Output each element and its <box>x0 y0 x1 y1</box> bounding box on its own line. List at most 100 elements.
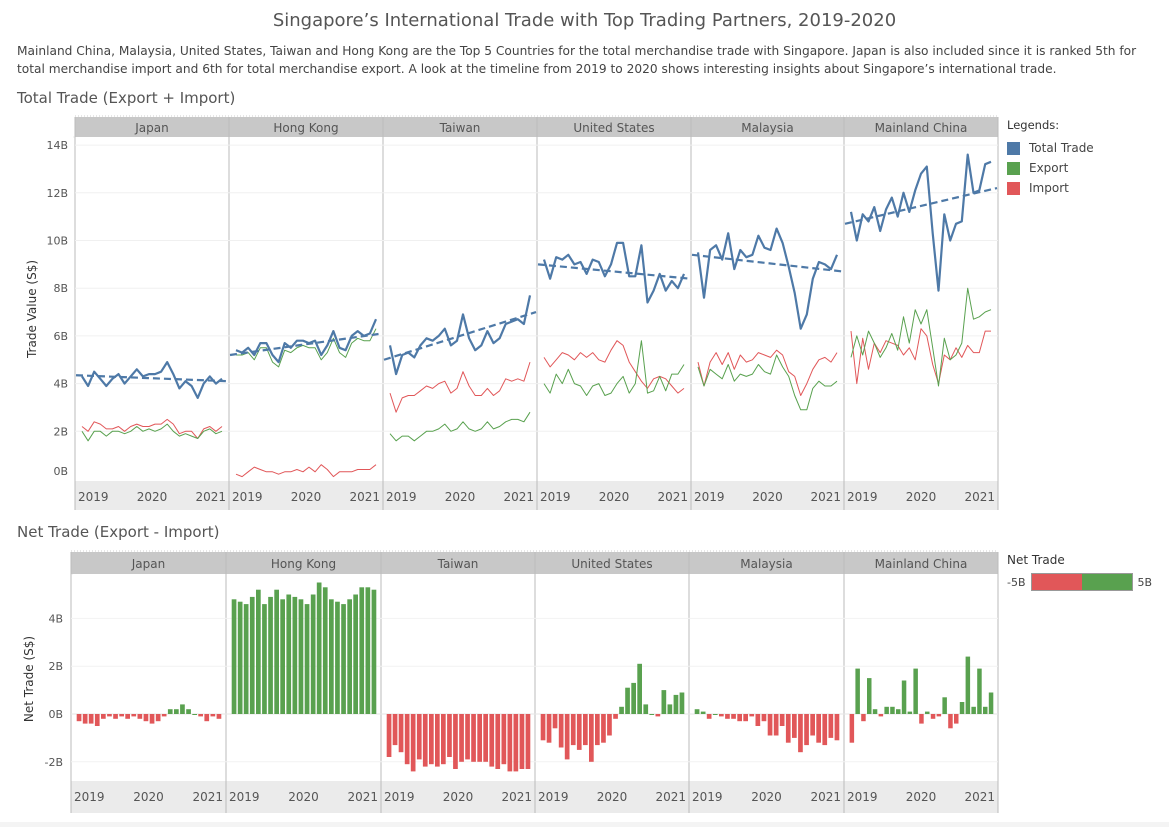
total-panel-header-label: United States <box>573 121 654 135</box>
net-trade-bar <box>216 714 222 719</box>
net-x-axis-strip <box>689 781 844 813</box>
net-trade-bar <box>131 714 137 717</box>
net-trade-bar <box>243 604 249 714</box>
net-trade-bar <box>310 594 316 714</box>
net-trade-bar <box>322 587 328 714</box>
net-trade-bar <box>861 714 866 722</box>
total-y-tick-label: 4B <box>53 378 68 391</box>
total-x-axis-strip <box>537 481 691 510</box>
net-trade-bar <box>649 714 655 715</box>
net-trade-bar <box>785 714 791 743</box>
total-x-axis-strip <box>383 481 537 510</box>
net-trade-bar <box>773 714 779 736</box>
legend-item-import[interactable]: Import <box>1007 178 1094 198</box>
net-panel-header-bg <box>381 552 535 574</box>
net-trade-bar <box>447 714 452 757</box>
net-trade-bar <box>988 692 994 714</box>
net-trade-bar <box>661 690 667 714</box>
net-trade-bar <box>779 714 785 726</box>
net-trade-bar <box>489 714 495 767</box>
net-trade-bar <box>570 714 576 746</box>
net-trade-bar <box>679 692 685 714</box>
total-x-tick-label: 2019 <box>232 490 263 504</box>
net-trade-bar <box>631 682 636 714</box>
net-trade-bar <box>971 706 976 714</box>
net-trade-bar <box>404 714 410 765</box>
net-trade-bar <box>107 714 112 717</box>
net-trade-bar <box>262 604 267 714</box>
series-line-import <box>389 361 531 413</box>
net-x-tick-label: 2019 <box>847 790 878 804</box>
net-trade-bar <box>210 714 216 717</box>
net-trade-bar <box>329 599 334 714</box>
net-panel-header-bg <box>226 552 381 574</box>
net-trade-bar <box>371 589 377 714</box>
total-trade-section-title: Total Trade (Export + Import) <box>17 89 236 107</box>
total-y-tick-label: 12B <box>46 187 68 200</box>
net-trade-bar <box>88 714 94 724</box>
net-trade-bar <box>936 714 942 717</box>
net-trade-bar <box>673 694 679 714</box>
net-trade-bar <box>540 714 546 741</box>
net-panel-header-label: Malaysia <box>740 557 792 571</box>
net-trade-bar <box>959 702 965 714</box>
series-line-export <box>543 340 685 396</box>
series-line-total-trade <box>388 295 532 376</box>
net-trade-bar <box>477 714 482 762</box>
legend-item-export[interactable]: Export <box>1007 158 1094 178</box>
net-trade-bar <box>655 714 661 717</box>
net-trade-bar <box>192 714 197 715</box>
net-trade-bar <box>601 714 606 743</box>
net-x-tick-label: 2020 <box>597 790 628 804</box>
net-trade-bar <box>113 714 118 719</box>
net-trade-bar <box>755 714 761 726</box>
legend-swatch-total <box>1007 141 1020 155</box>
trend-line <box>537 263 691 280</box>
total-x-tick-label: 2021 <box>503 490 534 504</box>
series-line-total-trade <box>235 318 378 364</box>
net-panel-header-bg <box>535 552 689 574</box>
net-trade-bar <box>896 709 901 714</box>
net-trade-bar <box>816 714 821 743</box>
total-y-tick-label: 8B <box>53 282 68 295</box>
net-trade-bar <box>459 714 464 762</box>
net-y-tick-label: -2B <box>44 756 63 769</box>
net-trade-legend: Net Trade -5B 5B <box>1007 553 1152 591</box>
series-line-total-trade <box>696 227 839 330</box>
total-x-tick-label: 2020 <box>445 490 476 504</box>
net-trade-bar <box>237 601 243 714</box>
total-panel-header-label: Mainland China <box>875 121 968 135</box>
total-x-tick-label: 2021 <box>810 490 841 504</box>
net-trade-bar <box>725 714 730 719</box>
footer-strip <box>0 822 1169 827</box>
net-trade-bar <box>119 714 124 717</box>
net-legend-min: -5B <box>1007 575 1026 589</box>
net-x-tick-label: 2019 <box>692 790 723 804</box>
net-trade-bar <box>507 714 513 772</box>
net-trade-bar <box>435 714 440 767</box>
net-x-axis-strip <box>844 781 998 813</box>
net-legend-title: Net Trade <box>1007 553 1065 567</box>
net-trade-bar <box>798 714 803 753</box>
net-trade-bar <box>392 714 398 746</box>
net-trade-bar <box>925 711 930 714</box>
net-x-tick-label: 2020 <box>906 790 937 804</box>
net-trade-bar <box>231 599 237 714</box>
net-trade-bar <box>174 709 179 714</box>
net-trade-bar <box>810 714 815 736</box>
net-legend-colorbar[interactable] <box>1030 573 1133 591</box>
total-panel-header-label: Malaysia <box>741 121 793 135</box>
net-trade-bar <box>155 714 161 722</box>
net-trade-bar <box>453 714 458 769</box>
net-trade-bar <box>667 704 673 714</box>
legend-item-total-trade[interactable]: Total Trade <box>1007 138 1094 158</box>
net-trade-bar <box>913 668 918 714</box>
net-trade-bar <box>983 706 988 714</box>
net-trade-bar <box>204 714 210 722</box>
net-trade-bar <box>907 711 913 714</box>
net-x-tick-label: 2019 <box>384 790 415 804</box>
net-trade-bar <box>94 714 100 726</box>
net-trade-bar <box>576 714 582 750</box>
net-trade-bar <box>749 714 755 717</box>
